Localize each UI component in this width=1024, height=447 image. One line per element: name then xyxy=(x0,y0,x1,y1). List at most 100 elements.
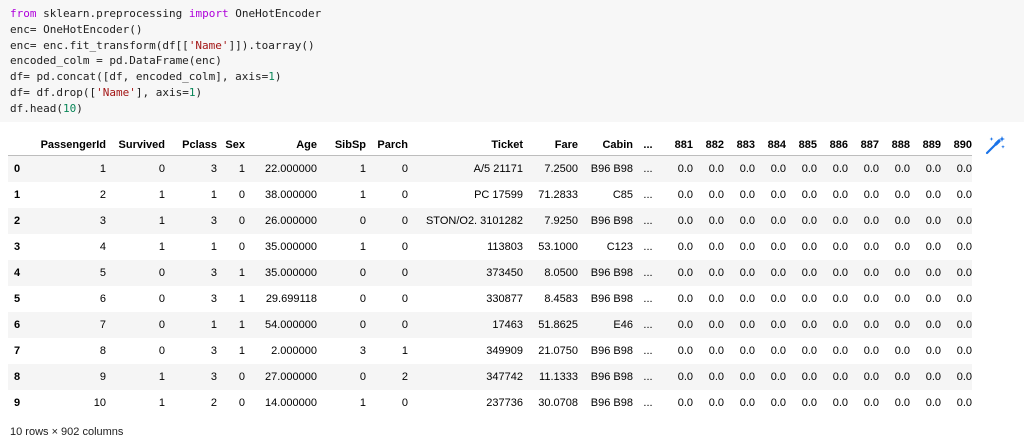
table-cell: 51.8625 xyxy=(523,312,578,338)
table-cell: 0.0 xyxy=(755,260,786,286)
table-cell: 0.0 xyxy=(925,189,941,201)
table-cell: 0.0 xyxy=(925,293,941,305)
table-cell: 0.0 xyxy=(817,208,848,234)
table-cell: 0.0 xyxy=(786,364,817,390)
table-cell: B96 B98 xyxy=(578,364,633,390)
code-module: sklearn.preprocessing xyxy=(36,7,189,20)
table-cell: 0.0 xyxy=(724,312,755,338)
table-cell: 26.000000 xyxy=(245,208,317,234)
table-cell: 0.0 xyxy=(956,241,972,253)
table-cell: 0.0 xyxy=(894,345,910,357)
table-cell: B96 B98 xyxy=(578,155,633,182)
table-cell: 1 xyxy=(401,345,408,357)
table-cell: 1 xyxy=(217,260,245,286)
table-cell: 0.0 xyxy=(832,397,848,409)
table-cell: 0.0 xyxy=(677,241,693,253)
table-cell: 0.0 xyxy=(708,241,724,253)
table-cell: 0.0 xyxy=(817,364,848,390)
table-cell: 0.0 xyxy=(663,312,693,338)
table-cell: ... xyxy=(633,260,663,286)
table-cell: 0.0 xyxy=(941,155,972,182)
table-cell: 3 xyxy=(165,260,217,286)
table-cell: 0.0 xyxy=(817,260,848,286)
table-cell: 0.0 xyxy=(941,260,972,286)
table-cell: 349909 xyxy=(486,345,523,357)
table-cell: 2 xyxy=(366,364,408,390)
table-cell: 0.0 xyxy=(739,293,755,305)
table-cell: 0.0 xyxy=(863,397,879,409)
table-cell: 0.0 xyxy=(879,312,910,338)
table-cell: 0.0 xyxy=(801,293,817,305)
column-header: 888 xyxy=(879,134,910,156)
table-cell: 0.0 xyxy=(832,293,848,305)
column-header: SibSp xyxy=(317,134,366,156)
column-header: 883 xyxy=(724,134,755,156)
table-cell: B96 B98 xyxy=(590,345,633,357)
code-text: df.head( xyxy=(10,101,63,115)
table-cell: 35.000000 xyxy=(245,260,317,286)
table-cell: 0.0 xyxy=(863,345,879,357)
table-cell: 0.0 xyxy=(786,208,817,234)
table-cell: 0.0 xyxy=(693,155,724,182)
table-cell: 347742 xyxy=(408,364,523,390)
table-cell: 0.0 xyxy=(663,155,693,182)
table-cell: 0.0 xyxy=(677,189,693,201)
table-row: 8 9 1 3 0 27.000000 0 2 347742 11.1333 B96 B98... 0… xyxy=(8,364,972,390)
table-cell: 0.0 xyxy=(848,155,879,182)
table-cell: 0.0 xyxy=(941,208,972,234)
table-row: 0 1 0 3 1 22.000000 1 0 A/5 21171 7.2500 B96 B98..… xyxy=(8,155,972,182)
table-cell: 54.000000 xyxy=(245,312,317,338)
table-cell: 0.0 xyxy=(832,345,848,357)
table-row: 4 5 0 3 1 35.000000 0 0 373450 8.0500 B96 B98... 0.… xyxy=(8,260,972,286)
table-cell: 0.0 xyxy=(677,345,693,357)
table-cell: 0.0 xyxy=(848,208,879,234)
table-cell: STON/O2. 3101282 xyxy=(408,208,523,234)
table-cell: 0.0 xyxy=(770,345,786,357)
code-number: 1 xyxy=(188,85,196,99)
table-cell: 0.0 xyxy=(724,260,755,286)
table-cell: 0.0 xyxy=(848,312,879,338)
table-cell: 35.000000 xyxy=(265,241,317,253)
table-cell: 0.0 xyxy=(663,260,693,286)
table-cell: 1 xyxy=(106,208,165,234)
table-cell: 0.0 xyxy=(693,364,724,390)
code-editor[interactable]: from sklearn.preprocessing import OneHot… xyxy=(10,6,321,117)
table-cell: 29.699118 xyxy=(265,293,317,305)
table-cell: A/5 21171 xyxy=(408,155,523,182)
table-cell: 1 xyxy=(165,312,217,338)
table-cell: 3 xyxy=(165,364,217,390)
table-cell: 0.0 xyxy=(832,241,848,253)
table-cell: 7.2500 xyxy=(523,155,578,182)
table-cell: 0.0 xyxy=(879,155,910,182)
table-cell: 0 xyxy=(158,345,165,357)
table-cell: 0 xyxy=(158,293,165,305)
table-cell: 0 xyxy=(401,397,408,409)
row-index: 1 xyxy=(14,189,21,201)
table-cell: 1 xyxy=(217,155,245,182)
table-cell: 0.0 xyxy=(848,260,879,286)
table-cell: 22.000000 xyxy=(245,155,317,182)
table-cell: 21.0750 xyxy=(538,345,578,357)
table-cell: 4 xyxy=(99,241,106,253)
code-cell[interactable]: from sklearn.preprocessing import OneHot… xyxy=(0,0,1024,122)
table-cell: 0 xyxy=(401,293,408,305)
table-cell: 0.0 xyxy=(663,208,693,234)
table-cell: 0.0 xyxy=(848,364,879,390)
table-cell: E46 xyxy=(578,312,633,338)
table-cell: 1 xyxy=(158,241,165,253)
table-cell: 0.0 xyxy=(801,397,817,409)
index-header xyxy=(8,134,34,156)
table-cell: 1 xyxy=(210,189,217,201)
table-cell: 7 xyxy=(34,312,106,338)
column-header: PassengerId xyxy=(34,134,106,156)
code-line-5: df= pd.concat([df, encoded_colm], axis=1… xyxy=(10,70,282,83)
table-cell: 0.0 xyxy=(708,293,724,305)
magic-wand-icon[interactable] xyxy=(983,134,1007,156)
table-cell: ... xyxy=(643,397,653,409)
table-cell: 0.0 xyxy=(910,208,941,234)
column-header: 884 xyxy=(755,134,786,156)
column-header: 889 xyxy=(910,134,941,156)
table-cell: 1 xyxy=(217,312,245,338)
table-cell: 0.0 xyxy=(956,189,972,201)
table-row: 7 8 0 3 1 2.000000 3 1 349909 21.0750 B96 B98... 0.… xyxy=(8,338,972,364)
